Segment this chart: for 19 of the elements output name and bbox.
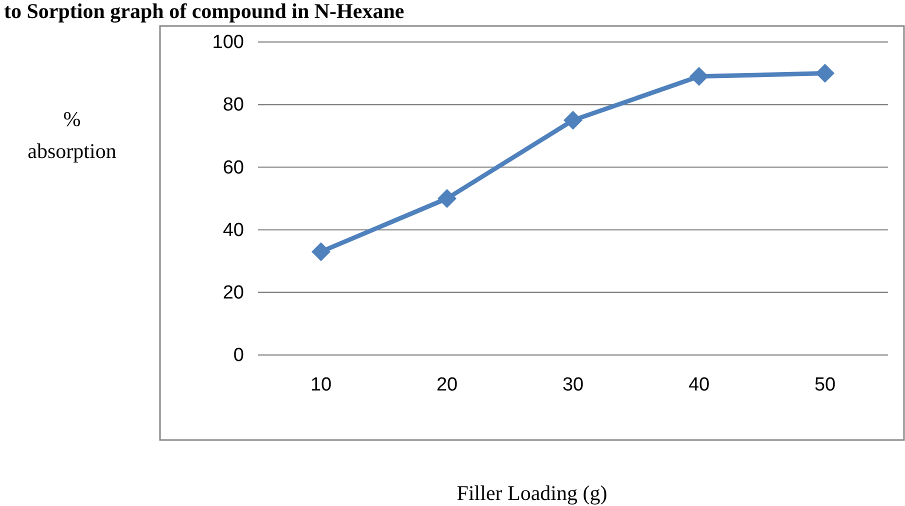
- y-tick-label: 40: [222, 220, 244, 241]
- point: [312, 242, 330, 262]
- point: [816, 64, 834, 83]
- x-tick-label: 10: [310, 374, 332, 396]
- point: [690, 66, 708, 86]
- y-tick-label: 80: [222, 94, 244, 116]
- y-tick-label: 100: [212, 32, 244, 54]
- y-tick-label: 20: [222, 282, 244, 304]
- x-tick-label: 30: [562, 374, 584, 396]
- y-axis-title: % absorption: [28, 107, 117, 163]
- point: [438, 189, 456, 208]
- point: [564, 110, 582, 130]
- x-tick-label: 20: [436, 374, 458, 396]
- x-axis-title: Filler Loading (g): [456, 481, 608, 505]
- y-tick-label: 60: [222, 157, 244, 178]
- chart-title: to Sorption graph of compound in N-Hexane: [4, 0, 404, 23]
- y-tick-label: 0: [233, 345, 244, 366]
- x-tick-label: 50: [814, 374, 836, 396]
- x-tick-label: 40: [688, 374, 710, 396]
